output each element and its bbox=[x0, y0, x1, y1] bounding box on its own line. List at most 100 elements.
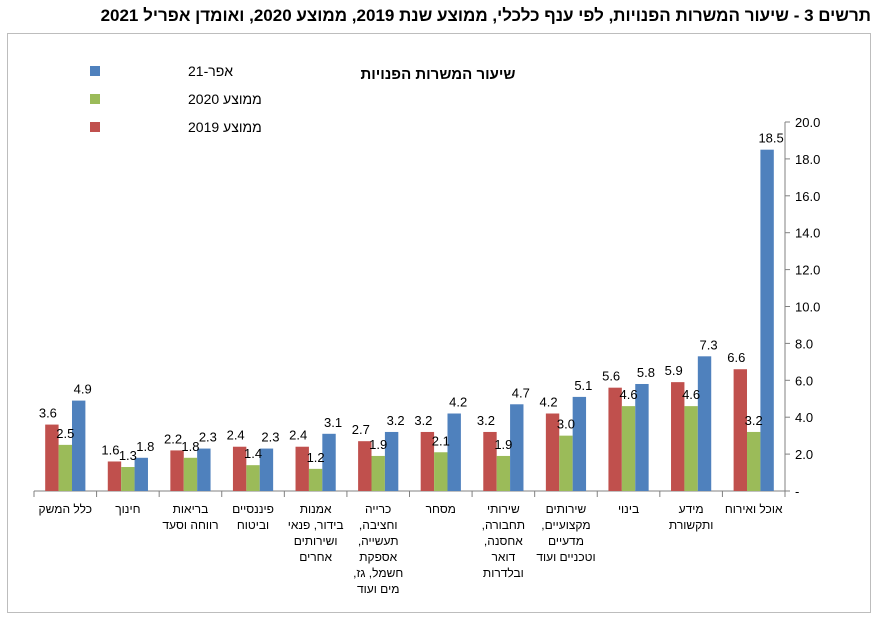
category-label-line: ותקשורת bbox=[669, 518, 713, 532]
legend-swatch bbox=[90, 94, 100, 104]
bar bbox=[608, 387, 622, 491]
chart-title: שיעור המשרות הפנויות bbox=[360, 66, 515, 83]
data-label: 3.2 bbox=[414, 413, 432, 428]
category-label-line: וטכניים ועוד bbox=[536, 550, 595, 564]
data-label: 4.2 bbox=[540, 395, 558, 410]
category-label: אמנות בידור, פנאי ושירותים אחרים bbox=[288, 502, 344, 564]
bar bbox=[71, 400, 86, 491]
data-label: 2.5 bbox=[56, 426, 74, 441]
bar bbox=[684, 406, 698, 491]
category-label-line: בינוי bbox=[618, 502, 639, 516]
bar bbox=[45, 424, 59, 491]
category-label: כלל המשק bbox=[39, 502, 93, 516]
bar bbox=[183, 457, 198, 491]
category-label-line: מידע bbox=[679, 502, 704, 516]
category-label: אוכל ואירוח bbox=[725, 502, 783, 516]
data-label: 5.1 bbox=[574, 378, 592, 393]
y-tick-label: 12.0 bbox=[795, 263, 820, 278]
bar bbox=[483, 431, 497, 491]
category-label-line: מסחר bbox=[426, 502, 456, 516]
data-label: 4.7 bbox=[512, 385, 530, 400]
category-label-line: בריאות bbox=[173, 502, 209, 516]
bar bbox=[107, 461, 122, 491]
category-label-line: אספקת bbox=[359, 550, 397, 564]
category-label-line: מקצועיים, bbox=[541, 518, 590, 532]
data-label: 2.4 bbox=[227, 428, 245, 443]
bar bbox=[760, 149, 774, 492]
data-label: 4.6 bbox=[620, 387, 638, 402]
bar bbox=[371, 455, 385, 491]
category-label-line: כרייה bbox=[365, 502, 391, 516]
category-label: כרייה וחציבה, תעשייה, אספקת חשמל, גז, מים ועו… bbox=[353, 502, 403, 596]
data-label: 2.4 bbox=[289, 428, 307, 443]
y-tick-label: 20.0 bbox=[795, 115, 820, 130]
data-label: 1.2 bbox=[307, 450, 325, 465]
bar bbox=[671, 382, 685, 491]
category-label-line: אחרים bbox=[299, 550, 332, 564]
category-label-line: רווחה וסעד bbox=[162, 518, 218, 532]
category-label-line: שירותים bbox=[546, 502, 587, 516]
data-label: 18.5 bbox=[758, 131, 783, 146]
y-tick-label: - bbox=[795, 484, 799, 499]
data-label: 1.9 bbox=[494, 437, 512, 452]
data-label: 2.2 bbox=[164, 431, 182, 446]
category-label-line: ושירותים bbox=[294, 534, 338, 548]
bar bbox=[559, 435, 573, 491]
y-tick-label: 16.0 bbox=[795, 189, 820, 204]
category-label-line: בידור, פנאי bbox=[288, 518, 344, 532]
category-label-line: מים ועוד bbox=[357, 582, 399, 596]
bar bbox=[58, 444, 72, 491]
data-label: 1.8 bbox=[181, 439, 199, 454]
category-label-line: אוכל ואירוח bbox=[725, 502, 783, 516]
bar bbox=[170, 450, 184, 491]
data-label: 3.1 bbox=[324, 415, 342, 430]
bar bbox=[232, 446, 247, 491]
y-tick-label: 4.0 bbox=[795, 410, 813, 425]
y-tick-label: 2.0 bbox=[795, 447, 813, 462]
category-label: חינוך bbox=[115, 502, 140, 516]
bar-chart: - 2.0 4.0 6.0 8.0 10.0 12.0 14.0 16.0 18.0 20.0 6.6… bbox=[33, 63, 820, 596]
data-label: 3.6 bbox=[39, 406, 57, 421]
y-tick-label: 6.0 bbox=[795, 373, 813, 388]
data-label: 2.3 bbox=[199, 430, 217, 445]
bar bbox=[496, 455, 511, 491]
legend-label: ממוצע 2020 bbox=[188, 91, 262, 107]
bar bbox=[747, 431, 761, 491]
data-label: 3.0 bbox=[557, 417, 575, 432]
category-label-line: פיננסיים bbox=[232, 502, 274, 516]
bar bbox=[545, 413, 560, 491]
category-label: בריאות רווחה וסעד bbox=[162, 502, 218, 532]
data-label: 1.6 bbox=[101, 442, 119, 457]
bar bbox=[420, 431, 435, 491]
data-label: 5.6 bbox=[602, 369, 620, 384]
category-label: פיננסיים וביטוח bbox=[232, 502, 274, 532]
bar bbox=[635, 383, 649, 491]
bar bbox=[134, 457, 148, 491]
category-label-line: וביטוח bbox=[237, 518, 269, 532]
category-label-line: אמנות bbox=[300, 502, 332, 516]
bar bbox=[121, 467, 135, 491]
bar bbox=[246, 465, 260, 491]
bar bbox=[322, 433, 336, 491]
category-label-line: דואר bbox=[492, 550, 516, 564]
data-label: 2.7 bbox=[352, 422, 370, 437]
category-label-line: וחציבה, bbox=[359, 518, 398, 532]
data-label: 3.2 bbox=[477, 413, 495, 428]
data-label: 3.2 bbox=[745, 413, 763, 428]
legend-swatch bbox=[90, 122, 100, 132]
data-label: 3.2 bbox=[387, 413, 405, 428]
data-label: 4.6 bbox=[682, 387, 700, 402]
category-label-line: ובלדרות bbox=[483, 566, 524, 580]
bar bbox=[621, 406, 636, 491]
category-label-line: תחבורה, bbox=[482, 518, 525, 532]
bar bbox=[197, 448, 211, 491]
data-label: 1.3 bbox=[119, 448, 137, 463]
bar bbox=[510, 404, 524, 491]
category-label-line: כלל המשק bbox=[39, 502, 93, 516]
data-label: 6.6 bbox=[727, 350, 745, 365]
bar bbox=[697, 356, 712, 491]
category-label: מסחר bbox=[426, 502, 456, 516]
bar bbox=[259, 448, 274, 491]
bar bbox=[447, 413, 461, 491]
category-label-line: אחסנה, bbox=[484, 534, 523, 548]
